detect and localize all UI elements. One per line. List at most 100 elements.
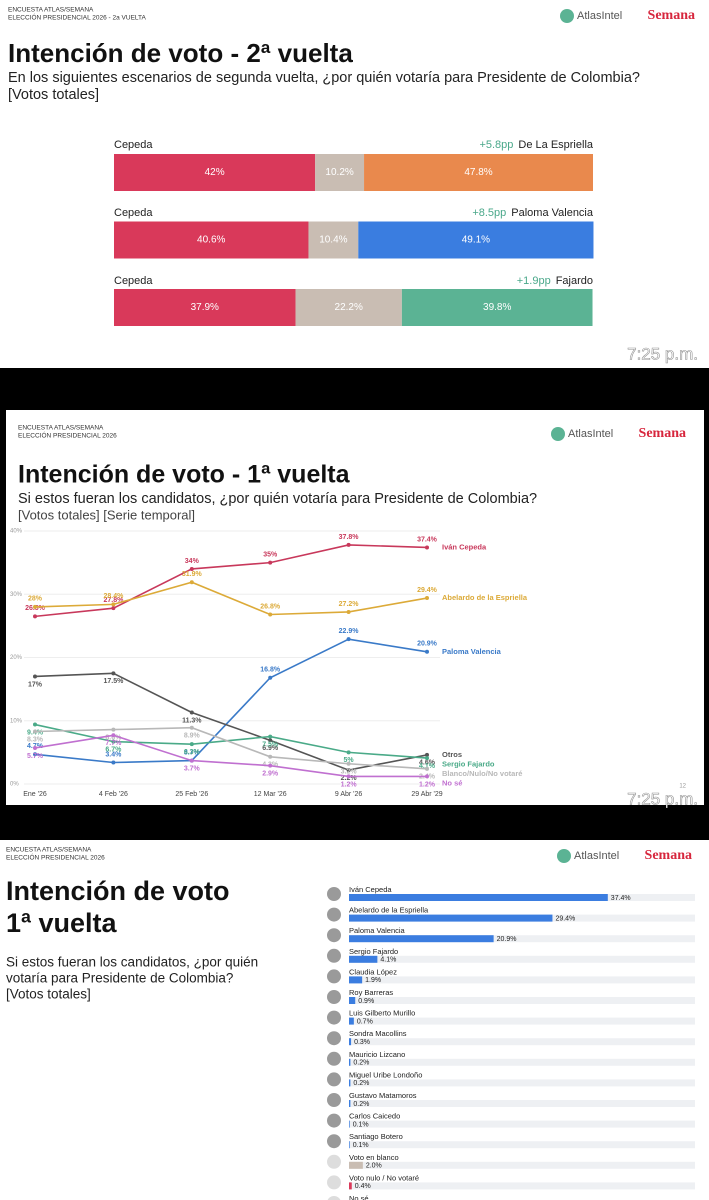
series-line [34, 723, 428, 759]
point [425, 766, 429, 771]
right-label: Paloma Valencia [511, 207, 594, 219]
diff-label: +5.8pp [479, 139, 513, 151]
point [33, 745, 37, 750]
header-text: ENCUESTA ATLAS/SEMANA [8, 7, 94, 14]
bar [349, 1182, 352, 1190]
point [268, 675, 273, 680]
point [268, 612, 273, 617]
category-label: Voto en blanco [349, 1153, 399, 1162]
category-label: Sergio Fajardo [349, 947, 398, 956]
bar-segment [114, 289, 296, 326]
avatar [327, 887, 341, 901]
point-label: 27.2% [339, 601, 360, 608]
point [189, 710, 194, 715]
avatar [327, 1010, 341, 1025]
logo-icon [551, 427, 565, 441]
point-label: 3.7% [184, 765, 201, 772]
point [33, 614, 37, 619]
x-tick-label: 12 Mar '26 [254, 791, 287, 798]
category-label: Voto nulo / No votaré [349, 1173, 419, 1182]
series-name: Paloma Valencia [442, 647, 502, 656]
value-label: 0.2% [353, 1080, 369, 1087]
bar-track [349, 1100, 695, 1107]
bar [349, 1058, 351, 1066]
x-tick-label: 9 Abr '26 [335, 791, 363, 798]
bar-segment [364, 154, 593, 191]
logo-text: Semana [648, 8, 695, 23]
avatar [327, 1134, 341, 1149]
point-label: 37.4% [417, 536, 438, 543]
point-label: 11.3% [182, 717, 202, 724]
bar-track [349, 1038, 695, 1046]
series-line [34, 672, 428, 771]
category-label: Abelardo de la Espriella [349, 906, 429, 915]
bar-track [349, 1017, 695, 1025]
header-text: ENCUESTA ATLAS/SEMANA [18, 425, 104, 432]
bar [349, 955, 378, 963]
y-tick-label: 10% [10, 718, 23, 724]
avatar [327, 907, 341, 922]
value-label: 0.2% [353, 1060, 369, 1067]
x-tick-label: 4 Feb '26 [99, 791, 128, 798]
bar [349, 1141, 350, 1149]
point [268, 734, 273, 739]
value-label: 37.9% [191, 302, 219, 313]
point-label: 37.8% [339, 534, 360, 541]
header-text: ELECCIÓN PRESIDENCIAL 2026 [18, 431, 117, 440]
category-label: Miguel Uribe Londoño [349, 1070, 422, 1079]
diff-label: +1.9pp [517, 275, 551, 287]
point [268, 754, 273, 759]
series-name: Sergio Fajardo [442, 759, 495, 768]
value-label: 0.4% [355, 1183, 371, 1190]
value-label: 1.9% [365, 977, 381, 984]
point-label: 1.2% [341, 781, 358, 788]
point-label: 2.2% [341, 775, 358, 782]
category-label: No sé [349, 1194, 369, 1200]
value-label: 2.0% [366, 1163, 382, 1170]
value-label: 47.8% [464, 167, 492, 178]
bar [349, 1079, 351, 1087]
left-label: Cepeda [114, 139, 153, 151]
avatar [327, 1113, 341, 1128]
point-label: 1.2% [419, 781, 436, 788]
y-tick-label: 30% [10, 592, 23, 598]
bar [349, 894, 608, 901]
point [189, 566, 194, 571]
x-tick-label: 29 Abr '29 [411, 791, 442, 798]
value-label: 39.8% [483, 302, 511, 313]
point [346, 774, 351, 779]
chart-title: 1ª vuelta [6, 908, 118, 938]
point [268, 763, 273, 768]
avatar [327, 990, 341, 1004]
chart-title: Intención de voto - 1ª vuelta [18, 461, 351, 489]
point [111, 760, 116, 765]
bar [349, 914, 553, 922]
point-label: 3.2% [341, 769, 358, 776]
header-text: ELECCIÓN PRESIDENCIAL 2026 [6, 853, 105, 862]
subtitle: Si estos fueran los candidatos, ¿por qui… [18, 491, 537, 507]
point-label: 3.7% [184, 749, 201, 756]
point-label: 5.7% [27, 753, 44, 760]
bar-segment [308, 221, 359, 259]
bar-track [349, 1141, 695, 1149]
subtitle: [Votos totales] [8, 87, 99, 103]
value-label: 22.2% [335, 302, 363, 313]
point-label: 3.4% [105, 751, 122, 758]
point [425, 756, 429, 761]
series-line [34, 638, 428, 764]
series-name: Otros [442, 750, 462, 759]
point-label: 31.9% [182, 571, 203, 578]
header-text: ELECCIÓN PRESIDENCIAL 2026 - 2a VUELTA [8, 13, 147, 22]
chart-title: Intención de voto - 2ª vuelta [8, 38, 353, 68]
avatar [327, 928, 341, 943]
point-label: 35% [263, 551, 278, 558]
y-tick-label: 20% [10, 655, 23, 661]
point-label: 8.3% [27, 736, 44, 743]
bar [349, 1100, 351, 1107]
point [189, 758, 194, 763]
left-label: Cepeda [114, 275, 153, 287]
logo-text: Semana [639, 426, 686, 441]
category-label: Mauricio Lizcano [349, 1050, 405, 1059]
category-label: Santiago Botero [349, 1132, 403, 1141]
point [189, 725, 194, 730]
